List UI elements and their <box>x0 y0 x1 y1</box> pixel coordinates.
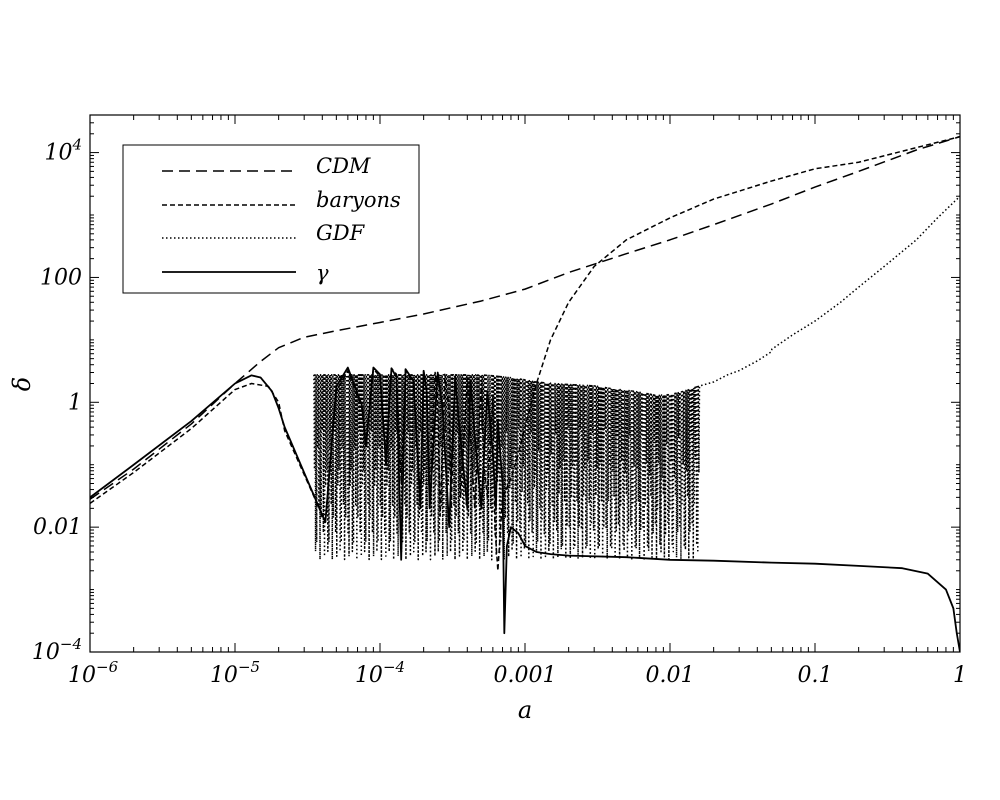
x-tick-label: 10−4 <box>355 658 405 688</box>
series-group <box>90 135 960 652</box>
x-tick-label: 10−5 <box>210 658 260 688</box>
y-tick-label: 10−4 <box>32 635 82 665</box>
x-tick-label: 1 <box>953 663 967 688</box>
x-tick-label: 0.001 <box>494 663 557 688</box>
x-tick-label: 10−6 <box>68 658 119 688</box>
y-tick-label: 100 <box>40 265 82 290</box>
legend: CDM baryons GDF γ <box>122 144 420 294</box>
x-tick-label: 0.01 <box>646 663 695 688</box>
series-line-gdf <box>313 195 960 561</box>
legend-box <box>122 144 420 294</box>
x-tick-label: 0.1 <box>798 663 833 688</box>
series-line-cdm <box>90 135 960 500</box>
y-tick-label: 104 <box>44 136 82 166</box>
tick-labels: 10−6 10−5 10−4 0.001 0.01 0.1 1 10−4 0.01 1 100 104 <box>32 136 967 688</box>
legend-label-cdm: CDM <box>316 154 371 178</box>
y-tick-label: 1 <box>68 390 82 415</box>
y-tick-label: 0.01 <box>33 515 82 540</box>
legend-label-gamma: γ <box>316 261 329 285</box>
legend-label-gdf: GDF <box>316 221 366 245</box>
x-axis-label: a <box>518 696 532 724</box>
ticks-layer <box>89 114 960 653</box>
series-line-gamma <box>90 366 960 652</box>
legend-label-baryons: baryons <box>316 188 401 212</box>
data-layer <box>90 135 960 652</box>
y-axis-label: δ <box>8 377 36 391</box>
